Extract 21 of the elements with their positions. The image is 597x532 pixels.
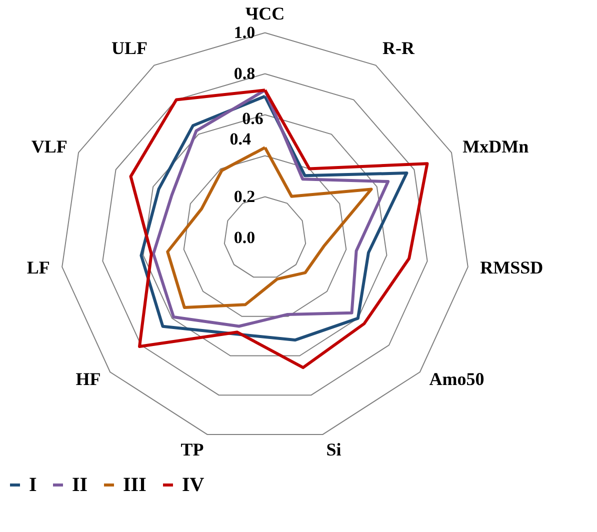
y-tick-label: 0.2 bbox=[234, 186, 256, 206]
legend-label: IV bbox=[182, 474, 205, 496]
y-tick-label: 0.8 bbox=[234, 64, 256, 83]
legend-label: II bbox=[72, 474, 88, 496]
y-tick-label: 0.0 bbox=[234, 228, 256, 247]
spoke-label: HF bbox=[76, 369, 101, 390]
spoke-label: Amo50 bbox=[429, 369, 484, 390]
spoke-label: ЧСС bbox=[245, 3, 285, 24]
spoke-label: MxDMn bbox=[462, 136, 529, 156]
spoke-label: TP bbox=[180, 439, 204, 460]
spoke-label: Si bbox=[326, 439, 342, 460]
y-tick-label: 1.0 bbox=[234, 22, 256, 42]
legend-label: III bbox=[123, 474, 147, 496]
y-tick-label: 0.6 bbox=[242, 108, 264, 128]
spoke-label: LF bbox=[26, 258, 50, 278]
legend-label: I bbox=[29, 474, 37, 496]
spoke-label: ULF bbox=[112, 38, 148, 58]
spoke-label: VLF bbox=[31, 136, 68, 156]
spoke-label: R-R bbox=[382, 38, 416, 58]
y-tick-label: 0.4 bbox=[230, 129, 252, 148]
spoke-label: RMSSD bbox=[480, 258, 544, 278]
